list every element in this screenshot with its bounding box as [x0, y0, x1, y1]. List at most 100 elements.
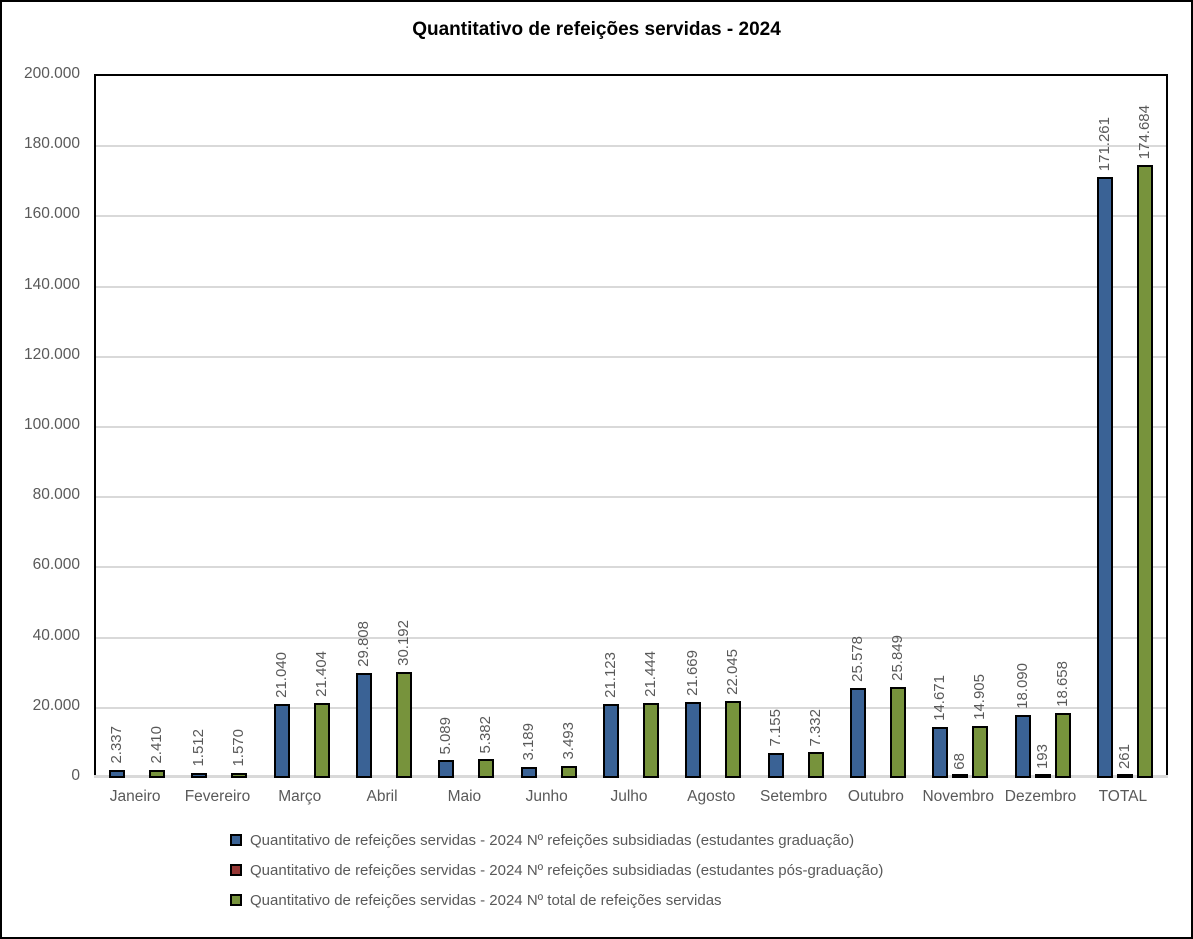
y-axis-label: 140.000: [23, 275, 80, 293]
gridline: [96, 496, 1166, 499]
bar: [1034, 774, 1051, 778]
x-axis-label: Setembro: [760, 788, 828, 805]
legend-item: Quantitativo de refeições servidas - 202…: [230, 860, 883, 880]
x-axis-label: Março: [278, 788, 322, 805]
x-axis-label: Agosto: [687, 788, 736, 805]
bar: [849, 688, 866, 778]
bar: [560, 765, 577, 778]
bar-label: 21.404: [312, 650, 330, 697]
x-axis-label: Janeiro: [109, 788, 161, 805]
gridline: [96, 145, 1166, 148]
bar-label: 22.045: [724, 648, 742, 695]
legend-item: Quantitativo de refeições servidas - 202…: [230, 890, 883, 910]
x-axis-label: Fevereiro: [184, 788, 251, 805]
bar: [889, 687, 906, 778]
bar-label: 14.671: [931, 674, 949, 721]
bar-label: 174.684: [1135, 104, 1153, 159]
bar: [603, 703, 619, 778]
bar: [643, 702, 659, 778]
bar-label: 21.669: [684, 650, 702, 696]
bar: [932, 726, 949, 778]
bar: [972, 725, 989, 778]
legend-marker-icon: [230, 864, 242, 876]
y-axis-label: 160.000: [23, 205, 80, 223]
x-axis-label: Junho: [525, 788, 568, 805]
bar: [438, 760, 455, 778]
x-axis-line: [94, 775, 1168, 778]
plot-area: 2.337 1.512 21.040 29.808 5.089 3.189 21.123 21…: [94, 74, 1168, 778]
bar: [1054, 712, 1071, 778]
bar-label: 7.155: [766, 709, 784, 747]
bar-label: 68: [951, 752, 969, 770]
bar: [1096, 176, 1113, 778]
bar-label: 3.189: [519, 723, 537, 761]
chart-title: Quantitativo de refeições servidas - 202…: [412, 19, 781, 40]
bar-label: 261: [1115, 744, 1133, 770]
bar: [109, 769, 126, 778]
gridline: [96, 355, 1166, 358]
bar-label: 14.905: [971, 673, 989, 720]
gridline: [96, 215, 1166, 218]
bar: [952, 774, 969, 778]
bar-label: 18.090: [1013, 662, 1031, 709]
bar-label: 25.578: [848, 636, 866, 683]
gridline: [96, 706, 1166, 709]
x-axis-label: Abril: [366, 788, 398, 805]
legend-label: Quantitativo de refeições servidas - 202…: [250, 861, 884, 879]
y-axis-label: 200.000: [23, 65, 80, 82]
bar-label: 171.261: [1095, 116, 1113, 171]
y-axis-label: 40.000: [32, 626, 80, 644]
bar: [520, 766, 537, 778]
gridline: [96, 285, 1166, 288]
bar: [1014, 714, 1031, 778]
bar-label: 29.808: [355, 621, 373, 668]
y-axis-label: 0: [71, 767, 80, 784]
gridline: [96, 566, 1166, 569]
x-axis-label: Outubro: [847, 788, 904, 805]
bar: [396, 672, 413, 778]
y-axis-label: 180.000: [23, 135, 80, 153]
bar: [313, 702, 330, 778]
x-axis-label: Julho: [610, 788, 648, 805]
y-axis-label: 60.000: [32, 556, 80, 574]
y-axis-label: 80.000: [32, 486, 80, 504]
bar: [685, 701, 702, 778]
legend-marker-icon: [230, 894, 242, 906]
bar-label: 1.570: [230, 728, 248, 767]
legend-marker-icon: [230, 834, 242, 846]
x-axis-label: Novembro: [922, 788, 994, 805]
x-axis-label: Maio: [447, 788, 482, 805]
y-axis-label: 100.000: [23, 416, 80, 433]
bar-label: 5.089: [437, 716, 455, 755]
y-axis-label: 120.000: [23, 345, 80, 363]
bar: [149, 769, 166, 778]
bar-label: 2.337: [108, 726, 126, 764]
bar: [231, 772, 248, 778]
bar: [725, 700, 742, 778]
bar-label: 30.192: [395, 620, 413, 667]
bar: [807, 752, 824, 778]
x-axis-label: Dezembro: [1004, 788, 1077, 805]
legend-item: Quantitativo de refeições servidas - 202…: [230, 830, 883, 850]
x-axis-label: TOTAL: [1098, 788, 1148, 805]
bar: [191, 772, 208, 778]
bar-label: 193: [1033, 744, 1051, 770]
bar-label: 21.040: [272, 652, 290, 699]
bar-label: 1.512: [190, 729, 208, 767]
legend-label: Quantitativo de refeições servidas - 202…: [250, 891, 722, 909]
gridline: [96, 426, 1166, 428]
bar: [767, 752, 784, 778]
bar: [273, 704, 290, 778]
bar-label: 7.332: [806, 708, 824, 747]
bar-label: 18.658: [1053, 660, 1071, 707]
bar-label: 21.444: [642, 650, 659, 697]
bar: [1116, 774, 1133, 778]
gridline: [96, 636, 1166, 639]
bar: [356, 673, 373, 778]
bar-label: 25.849: [888, 635, 906, 682]
legend: Quantitativo de refeições servidas - 202…: [230, 830, 883, 920]
bar-label: 2.410: [148, 726, 166, 764]
bar-label: 3.493: [559, 722, 577, 760]
legend-label: Quantitativo de refeições servidas - 202…: [250, 831, 855, 849]
